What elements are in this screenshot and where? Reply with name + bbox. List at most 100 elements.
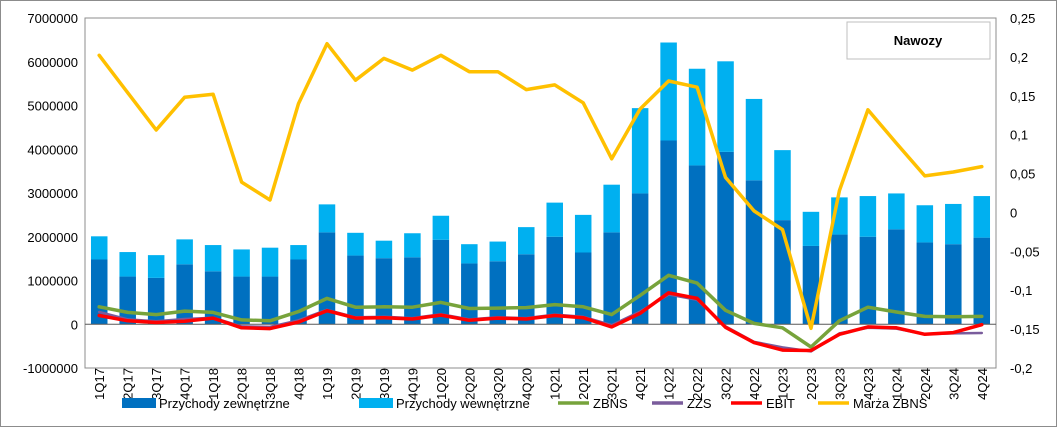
bar-internal	[774, 150, 791, 221]
bar-external	[574, 252, 592, 325]
legend-swatch	[122, 398, 156, 408]
legend-label: Marża ZBNS	[853, 396, 928, 411]
legend-swatch	[359, 398, 393, 408]
x-axis-tick-label: 3Q18	[263, 368, 278, 400]
x-axis-tick-label: 2Q18	[235, 368, 250, 400]
x-axis-tick-label: 2Q24	[918, 368, 933, 400]
x-axis-tick-label: 3Q21	[605, 368, 620, 400]
x-axis-tick-label: 3Q17	[149, 368, 164, 400]
bar-external	[916, 242, 934, 325]
bar-external	[461, 263, 478, 325]
bar-internal	[574, 214, 592, 253]
bar-internal	[261, 247, 279, 277]
bar-internal	[802, 211, 820, 246]
left-axis-tick-label: 2000000	[27, 230, 78, 245]
bar-internal	[90, 236, 108, 260]
bar-external	[888, 229, 905, 325]
bar-internal	[489, 241, 507, 262]
bar-external	[859, 236, 877, 325]
x-axis-tick-label: 1Q20	[434, 368, 449, 400]
bar-internal	[204, 245, 222, 272]
x-axis-tick-label: 4Q18	[292, 368, 307, 400]
bar-external	[631, 193, 649, 325]
x-axis-tick-label: 1Q24	[889, 368, 904, 400]
x-axis-tick-label: 1Q22	[662, 368, 677, 400]
legend-label: ZBNS	[593, 396, 628, 411]
bar-internal	[290, 245, 307, 260]
bar-internal	[859, 196, 877, 237]
bar-external	[204, 271, 222, 325]
right-axis-tick-label: 0,1	[1010, 128, 1028, 143]
bar-external	[233, 276, 250, 325]
left-axis-tick-label: 3000000	[27, 186, 78, 201]
bar-internal	[176, 239, 193, 265]
title-box	[846, 21, 991, 60]
x-axis-tick-label: 4Q17	[178, 368, 193, 400]
line-ebit	[97, 291, 984, 353]
bar-external	[973, 237, 991, 325]
left-axis-tick-label: 5000000	[27, 99, 78, 114]
x-axis-tick-label: 1Q23	[775, 368, 790, 400]
left-axis-tick-label: 0	[71, 317, 78, 332]
bar-internal	[717, 61, 734, 152]
x-axis-tick-label: 1Q17	[92, 368, 107, 400]
right-axis-tick-label: 0,2	[1010, 50, 1028, 65]
right-axis-tick-label: -0,15	[1010, 322, 1040, 337]
x-axis-tick-label: 4Q21	[633, 368, 648, 400]
bar-internal	[432, 215, 450, 240]
bar-external	[261, 276, 279, 325]
bar-external	[489, 261, 507, 325]
chart-title: Nawozy	[894, 33, 943, 48]
bar-external	[147, 277, 165, 325]
bar-internal	[916, 205, 934, 243]
x-axis-tick-label: 2Q21	[576, 368, 591, 400]
x-axis-tick-label: 3Q22	[719, 368, 734, 400]
right-axis-tick-label: 0	[1010, 205, 1017, 220]
bar-external	[717, 151, 734, 325]
x-axis-tick-label: 3Q23	[832, 368, 847, 400]
bar-internal	[945, 203, 962, 245]
bar-internal	[461, 244, 478, 264]
x-axis-tick-label: 3Q20	[491, 368, 506, 400]
left-axis-tick-label: 1000000	[27, 274, 78, 289]
bar-external	[375, 258, 393, 325]
right-axis-tick-label: -0,1	[1010, 283, 1032, 298]
bar-external	[603, 232, 620, 325]
legend-label: Przychody zewnętrzne	[159, 396, 290, 411]
right-axis-tick-label: -0,2	[1010, 361, 1032, 376]
line-zbns	[97, 273, 984, 349]
bar-external	[945, 244, 962, 325]
bar-external	[831, 234, 848, 325]
x-axis-tick-label: 2Q23	[804, 368, 819, 400]
x-axis-tick-label: 4Q19	[405, 368, 420, 400]
bar-internal	[745, 98, 763, 181]
x-axis-tick-label: 4Q24	[975, 368, 990, 400]
bar-internal	[375, 240, 393, 259]
bar-internal	[888, 193, 905, 230]
bar-internal	[688, 68, 706, 166]
x-axis-tick-label: 2Q22	[690, 368, 705, 400]
x-axis-tick-label: 3Q24	[946, 368, 961, 400]
bar-external	[432, 239, 450, 325]
bar-internal	[518, 227, 535, 255]
x-axis-tick-label: 4Q20	[519, 368, 534, 400]
left-axis-tick-label: 7000000	[27, 11, 78, 26]
right-axis-tick-label: -0,05	[1010, 244, 1040, 259]
bar-internal	[119, 252, 136, 277]
left-axis-tick-label: 6000000	[27, 55, 78, 70]
x-axis-tick-label: 4Q23	[861, 368, 876, 400]
right-axis-tick-label: 0,15	[1010, 89, 1035, 104]
x-axis-tick-label: 2Q20	[462, 368, 477, 400]
bar-external	[404, 257, 421, 325]
bar-internal	[147, 255, 165, 278]
bar-external	[745, 180, 763, 325]
left-axis-tick-label: -1000000	[23, 361, 78, 376]
legend-label: Przychody wewnętrzne	[396, 396, 530, 411]
bar-internal	[660, 42, 677, 141]
bar-external	[176, 264, 193, 325]
bar-internal	[546, 202, 563, 237]
x-axis-tick-label: 1Q19	[320, 368, 335, 400]
bar-internal	[404, 233, 421, 258]
